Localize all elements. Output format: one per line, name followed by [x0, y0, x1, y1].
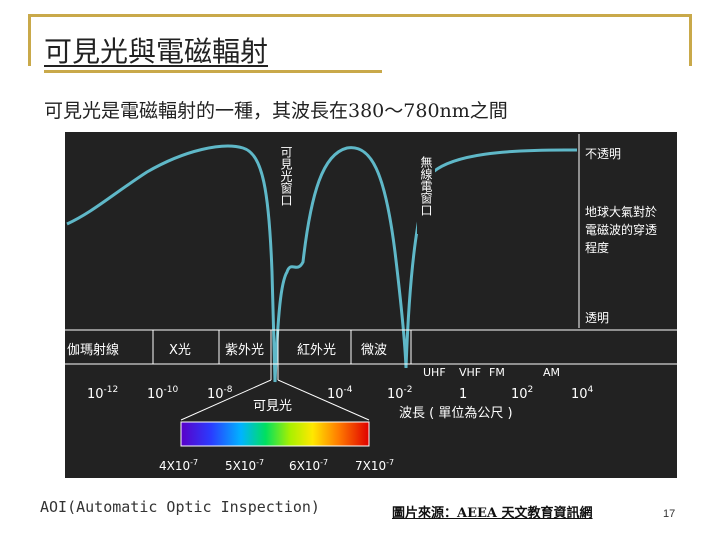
left-border — [28, 14, 31, 66]
visible-zoom-right — [277, 379, 370, 421]
visible-light-label: 可見光 — [253, 399, 292, 414]
radio-window-label: 無線電窗口 — [417, 152, 435, 234]
title-underline — [44, 70, 382, 73]
wavelength-tick: 10-8 — [207, 385, 233, 402]
page-number: 17 — [663, 508, 676, 520]
radio-band-fm: FM — [489, 366, 505, 379]
wavelength-tick: 10-4 — [327, 385, 353, 402]
visible-zoom-left — [180, 379, 272, 421]
spectrum-tick: 4X10-7 — [159, 458, 198, 473]
wavelength-axis-label: 波長 ( 單位為公尺 ) — [399, 405, 513, 421]
right-border — [689, 14, 692, 66]
em-spectrum-figure: 可見光窗口 無線電窗口 不透明 地球大氣對於 電磁波的穿透 程度 透明 伽瑪射線… — [65, 132, 677, 478]
top-border — [28, 14, 692, 17]
transparent-label: 透明 — [585, 311, 609, 325]
transmission-curve — [66, 144, 577, 383]
wavelength-tick: 10-12 — [87, 385, 118, 402]
wavelength-tick: 1 — [459, 387, 467, 402]
slide-title: 可見光與電磁輻射 — [44, 35, 269, 68]
wavelength-tick: 10-2 — [387, 385, 413, 402]
visible-spectrum-bar — [180, 421, 370, 447]
atmosphere-note-line2: 電磁波的穿透 — [585, 222, 657, 237]
wavelength-tick: 104 — [571, 385, 594, 402]
band-infrared: 紅外光 — [297, 343, 336, 358]
opaque-label: 不透明 — [585, 147, 621, 161]
wavelength-tick: 102 — [511, 385, 533, 402]
band-gamma: 伽瑪射線 — [67, 342, 119, 358]
spectrum-tick: 5X10-7 — [225, 458, 264, 473]
band-microwave: 微波 — [361, 343, 387, 358]
atmosphere-note-line1: 地球大氣對於 — [585, 204, 657, 219]
footer-caption: AOI(Automatic Optic Inspection) — [40, 498, 320, 516]
em-spectrum-graphic: 可見光窗口 無線電窗口 不透明 地球大氣對於 電磁波的穿透 程度 透明 伽瑪射線… — [65, 134, 677, 473]
radio-band-uhf: UHF — [423, 366, 446, 379]
atmosphere-note-line3: 程度 — [585, 240, 609, 255]
radio-band-am: AM — [543, 366, 560, 379]
svg-text:可見光窗口: 可見光窗口 — [279, 146, 293, 206]
band-ultraviolet: 紫外光 — [225, 343, 264, 358]
band-xray: X光 — [169, 343, 191, 358]
radio-band-vhf: VHF — [459, 366, 481, 379]
spectrum-tick: 7X10-7 — [355, 458, 394, 473]
svg-text:無線電窗口: 無線電窗口 — [419, 155, 433, 216]
visible-window-label: 可見光窗口 — [277, 142, 295, 224]
spectrum-tick: 6X10-7 — [289, 458, 328, 473]
slide-subtitle: 可見光是電磁輻射的一種，其波長在380～780nm之間 — [44, 100, 508, 122]
wavelength-tick: 10-10 — [147, 385, 179, 402]
image-source-credit: 圖片來源：AEEA 天文教育資訊網 — [392, 506, 593, 521]
